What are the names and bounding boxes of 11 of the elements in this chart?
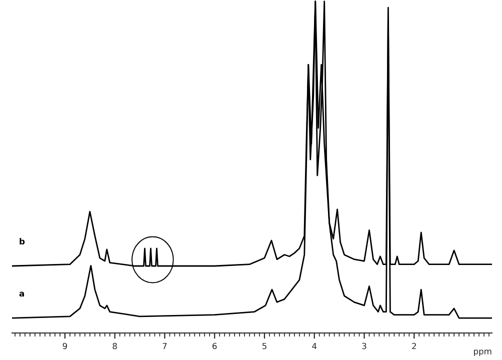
x-tick-label: 4: [312, 342, 317, 350]
x-tick-label: 9: [62, 342, 67, 350]
x-tick-label: 3: [362, 342, 366, 350]
x-tick-label: 5: [262, 342, 266, 350]
text: b: [20, 238, 25, 244]
x-tick-label: 6: [212, 342, 217, 350]
x-tick-label: 7: [162, 342, 167, 350]
x-axis-title: ppm: [474, 350, 492, 356]
text: a: [19, 292, 24, 297]
x-tick-label: 2: [412, 342, 416, 350]
x-tick-label: 8: [112, 342, 117, 350]
